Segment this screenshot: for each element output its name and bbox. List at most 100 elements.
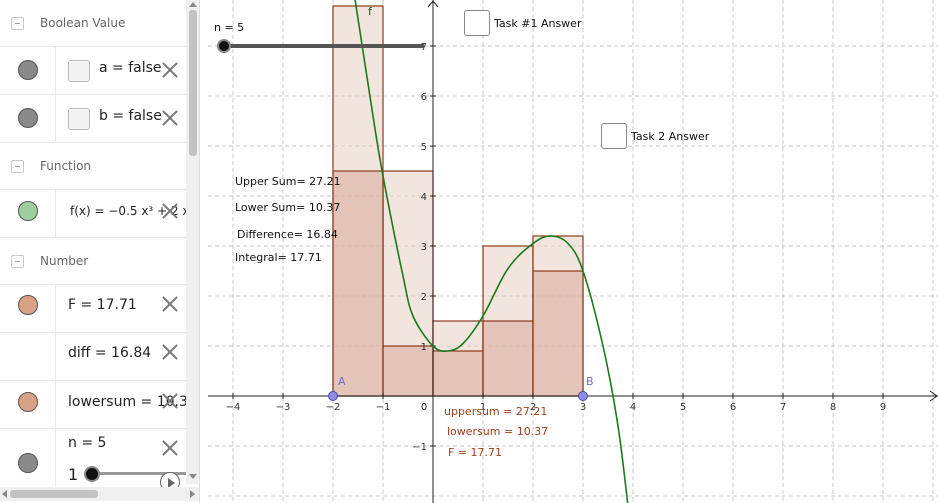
visibility-marble-icon[interactable] [18,60,38,80]
point-B-label: B [586,375,594,388]
slider-min-label: 1 [68,465,79,484]
lower-rect [432,350,484,397]
group-label: Function [40,159,92,173]
y-tick-label: 4 [421,192,427,203]
point-A-label: A [338,375,346,388]
visibility-marble-icon[interactable] [18,295,38,315]
delete-icon[interactable] [161,202,179,220]
x-tick-label: 0 [421,402,427,413]
lower-rect [532,270,584,397]
delete-icon[interactable] [161,439,179,457]
function-curve[interactable] [353,0,629,503]
visibility-marble-icon[interactable] [18,201,38,221]
y-tick-label: 5 [421,142,427,153]
task1-checkbox[interactable] [464,10,490,36]
row-label: diff = 16.84 [68,345,152,361]
row-label: b = false [99,108,162,124]
graphics-slider-label: n = 5 [214,21,245,34]
delete-icon[interactable] [161,295,179,313]
x-tick-label: 2 [530,402,536,413]
algebra-view: Boolean Value a = false b = false Functi… [0,0,200,503]
graphics-view[interactable]: −4−3−2−101234567897654321−1 n = 5 f A B … [208,0,938,503]
integral-value: F = 17.71 [448,446,503,459]
algebra-row-a[interactable]: a = false [0,47,186,95]
upper-sum-text: Upper Sum= 27.21 [235,175,341,188]
scroll-up-icon[interactable] [189,2,197,7]
group-boolean-header[interactable]: Boolean Value [0,0,186,47]
algebra-row-f[interactable]: f(x) = −0.5 x³ + 2 x [0,190,190,238]
task1-label[interactable]: Task #1 Answer [494,17,582,30]
function-name-label: f [368,5,372,18]
coordinate-plane[interactable]: −4−3−2−101234567897654321−1 [208,0,938,503]
x-tick-label: −3 [276,402,291,413]
x-tick-label: 1 [480,402,486,413]
group-label: Number [40,254,89,268]
graphics-slider-knob[interactable] [217,39,231,53]
lower-rect [382,345,434,397]
x-tick-label: 9 [880,402,886,413]
x-tick-label: −4 [226,402,241,413]
collapse-icon[interactable] [11,17,24,30]
horizontal-scrollbar[interactable] [0,487,199,501]
algebra-slider-knob[interactable] [84,466,100,482]
row-label: f(x) = −0.5 x³ + 2 x [70,204,190,218]
x-axis-arrow-icon [929,390,938,402]
task2-checkbox[interactable] [601,123,627,149]
lower-rect [332,170,384,397]
row-label: n = 5 [68,435,107,451]
y-axis-arrow-icon [427,0,439,8]
visibility-marble-icon[interactable] [18,108,38,128]
row-label: a = false [99,60,162,76]
x-tick-label: −2 [326,402,341,413]
x-tick-label: −1 [376,402,391,413]
delete-icon[interactable] [161,61,179,79]
lowersum-value: lowersum = 10.37 [447,425,549,438]
integral-text: Integral= 17.71 [235,251,322,264]
group-label: Boolean Value [40,16,126,30]
y-tick-label: 3 [421,242,427,253]
x-tick-label: 3 [580,402,586,413]
y-tick-label: 1 [421,342,427,353]
scroll-left-icon[interactable] [2,490,7,498]
scroll-down-icon[interactable] [189,474,197,479]
x-tick-label: 5 [680,402,686,413]
x-tick-label: 8 [830,402,836,413]
scrollbar-thumb[interactable] [189,10,197,156]
checkbox-b[interactable] [68,108,90,130]
y-tick-label: −1 [412,442,427,453]
delete-icon[interactable] [161,392,179,410]
algebra-row-b[interactable]: b = false [0,95,186,143]
x-tick-label: 6 [730,402,736,413]
lower-rect [482,320,534,397]
algebra-row-F[interactable]: F = 17.71 [0,285,186,333]
collapse-icon[interactable] [11,160,24,173]
vertical-scrollbar[interactable] [186,0,199,484]
checkbox-a[interactable] [68,60,90,82]
algebra-row-lowersum[interactable]: lowersum = 10.37 [0,381,197,429]
point-A[interactable] [328,391,338,401]
group-function-header[interactable]: Function [0,143,186,190]
x-tick-label: 7 [780,402,786,413]
visibility-marble-icon[interactable] [18,392,38,412]
x-tick-label: 4 [630,402,636,413]
task2-label[interactable]: Task 2 Answer [631,130,710,143]
delete-icon[interactable] [161,343,179,361]
lower-sum-rectangles [332,170,584,397]
algebra-row-n[interactable]: n = 5 1 [0,429,186,487]
y-tick-label: 2 [421,292,427,303]
visibility-marble-icon[interactable] [18,453,38,473]
difference-text: Difference= 16.84 [237,228,338,241]
uppersum-value: uppersum = 27.21 [444,405,548,418]
algebra-slider-track[interactable] [92,472,186,475]
point-B[interactable] [578,391,588,401]
collapse-icon[interactable] [11,255,24,268]
group-number-header[interactable]: Number [0,238,186,285]
lower-sum-text: Lower Sum= 10.37 [235,201,341,214]
delete-icon[interactable] [161,109,179,127]
row-label: F = 17.71 [68,297,137,313]
scroll-right-icon[interactable] [190,490,195,498]
scrollbar-thumb[interactable] [10,490,98,498]
algebra-row-diff[interactable]: diff = 16.84 [0,333,186,381]
y-tick-label: 6 [421,92,427,103]
